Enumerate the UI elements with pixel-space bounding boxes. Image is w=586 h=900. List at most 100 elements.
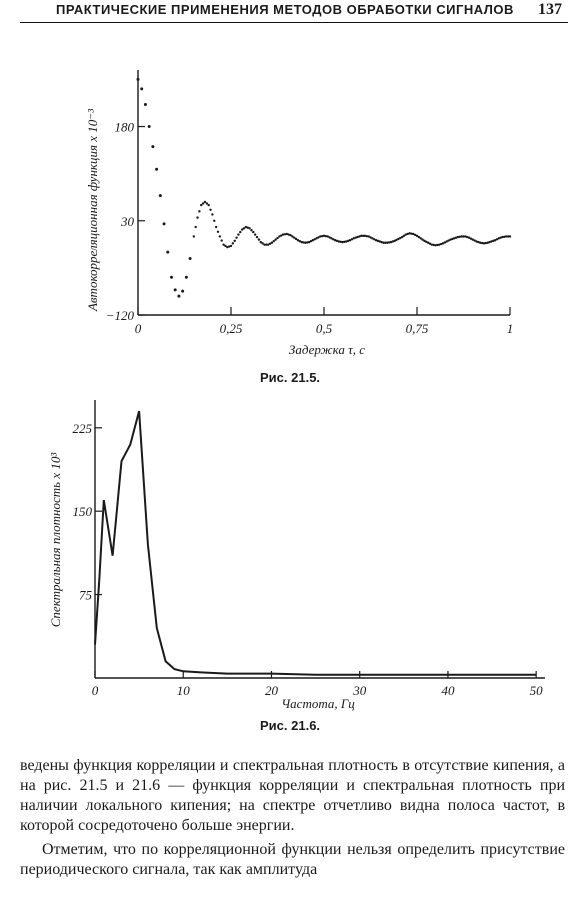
- data-point: [333, 239, 337, 242]
- data-point: [479, 241, 482, 244]
- data-point: [306, 241, 309, 244]
- x-tick-label: 0,5: [316, 321, 333, 336]
- data-point: [309, 239, 313, 243]
- data-point: [421, 238, 424, 241]
- data-point: [147, 125, 151, 129]
- data-point: [400, 235, 404, 239]
- data-point: [475, 240, 478, 243]
- data-point: [222, 243, 225, 246]
- data-point: [257, 238, 261, 241]
- data-point: [240, 228, 244, 231]
- y-tick-label: 75: [79, 588, 93, 603]
- y-tick-label: 30: [120, 214, 135, 229]
- data-point: [439, 242, 443, 246]
- data-point: [184, 275, 188, 279]
- data-point: [488, 240, 491, 244]
- data-point: [242, 227, 246, 230]
- data-point: [214, 225, 218, 229]
- x-tick-label: 30: [352, 683, 367, 698]
- x-tick-label: 40: [441, 683, 455, 698]
- data-point: [499, 236, 502, 239]
- data-point: [136, 77, 140, 81]
- data-point: [363, 234, 367, 238]
- data-point: [337, 240, 341, 243]
- data-point: [360, 234, 363, 238]
- data-point: [261, 242, 264, 245]
- data-point: [464, 235, 467, 238]
- x-tick-label: 0,25: [220, 321, 243, 336]
- data-point: [263, 243, 266, 246]
- data-point: [188, 256, 192, 260]
- data-point: [313, 238, 316, 241]
- x-tick-label: 1: [507, 321, 514, 336]
- data-point: [259, 240, 262, 244]
- data-point: [345, 240, 348, 243]
- data-point: [367, 235, 370, 238]
- y-axis-title: Спектральная плотность x 10³: [48, 452, 63, 628]
- data-point: [220, 239, 223, 242]
- data-point: [226, 245, 229, 249]
- data-point: [417, 235, 421, 239]
- data-point: [213, 219, 216, 222]
- page-header: ПРАКТИЧЕСКИЕ ПРИМЕНЕНИЯ МЕТОДОВ ОБРАБОТК…: [20, 0, 568, 23]
- data-point: [466, 235, 469, 239]
- data-point: [508, 235, 512, 238]
- paragraph: Отметим, что по корреляционной функции н…: [20, 841, 565, 878]
- data-point: [276, 236, 279, 240]
- data-point: [281, 233, 285, 236]
- x-tick-label: 20: [265, 683, 279, 698]
- data-point: [410, 232, 413, 235]
- data-point: [453, 237, 456, 240]
- page-number: 137: [538, 1, 562, 18]
- data-point: [166, 250, 170, 254]
- data-point: [408, 232, 411, 235]
- data-point: [307, 240, 311, 244]
- data-point: [246, 226, 249, 229]
- data-point: [229, 244, 233, 248]
- data-point: [265, 243, 268, 246]
- data-point: [471, 238, 474, 241]
- autocorrelation-chart: 0 0,25 0,5 0,75 1 −120 30 180 Автокорреляционна…: [85, 70, 514, 357]
- data-point: [361, 234, 365, 238]
- data-point: [462, 235, 465, 238]
- data-point: [469, 237, 473, 240]
- data-point: [343, 240, 346, 244]
- data-point: [376, 239, 380, 243]
- data-point: [447, 239, 450, 242]
- data-point: [227, 245, 231, 248]
- data-point: [373, 238, 376, 241]
- data-point: [274, 238, 277, 241]
- data-point: [387, 241, 391, 244]
- data-point: [445, 240, 448, 243]
- data-point: [201, 202, 205, 205]
- data-point: [371, 237, 374, 240]
- data-point: [449, 238, 452, 241]
- y-tick-label: −120: [106, 308, 135, 323]
- data-point: [289, 234, 292, 237]
- data-point: [280, 234, 283, 237]
- data-point: [237, 233, 240, 236]
- y-tick-label: 225: [73, 421, 93, 436]
- data-point: [151, 145, 155, 149]
- data-point: [389, 240, 393, 244]
- data-point: [169, 275, 173, 279]
- data-point: [415, 234, 419, 238]
- data-point: [404, 233, 408, 236]
- spectral-density-chart: 0 10 20 30 40 50 75 150 225 Спектральная плотнос…: [48, 400, 545, 711]
- data-point: [173, 288, 177, 292]
- data-point: [354, 236, 357, 239]
- data-point: [365, 234, 368, 238]
- x-tick-label: 50: [530, 683, 544, 698]
- data-point: [253, 233, 257, 236]
- data-point: [294, 237, 298, 241]
- data-point: [177, 294, 181, 298]
- data-point: [419, 237, 422, 240]
- data-point: [441, 242, 445, 245]
- data-point: [302, 241, 305, 244]
- data-point: [218, 235, 222, 238]
- data-point: [391, 240, 395, 243]
- data-point: [454, 236, 458, 239]
- data-point: [374, 239, 378, 242]
- data-point: [143, 103, 147, 107]
- data-point: [467, 236, 471, 239]
